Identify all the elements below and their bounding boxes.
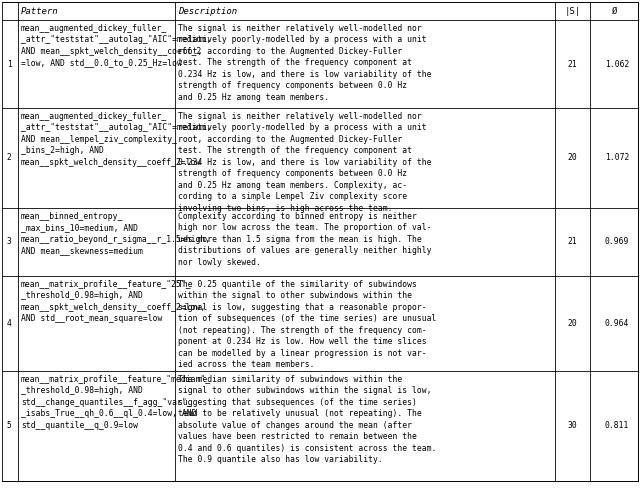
- Text: Pattern: Pattern: [21, 7, 59, 16]
- Text: mean__augmented_dickey_fuller_
_attr_"teststat"__autolag_"AIC"=medium,
AND mean_: mean__augmented_dickey_fuller_ _attr_"te…: [21, 24, 211, 67]
- Text: Complexity according to binned entropy is neither
high nor low across the team. : Complexity according to binned entropy i…: [178, 212, 431, 267]
- Text: mean__matrix_profile__feature_"median"_
_threshold_0.98=high, AND
std__change_qu: mean__matrix_profile__feature_"median"_ …: [21, 375, 211, 430]
- Text: The median similarity of subwindows within the
signal to other subwindows within: The median similarity of subwindows with…: [178, 375, 436, 464]
- Text: mean__binned_entropy_
_max_bins_10=medium, AND
mean__ratio_beyond_r_sigma__r_1.5: mean__binned_entropy_ _max_bins_10=mediu…: [21, 212, 211, 256]
- Text: The signal is neither relatively well-modelled nor
relatively poorly-modelled by: The signal is neither relatively well-mo…: [178, 112, 431, 212]
- Text: The signal is neither relatively well-modelled nor
relatively poorly-modelled by: The signal is neither relatively well-mo…: [178, 24, 431, 102]
- Text: 1: 1: [6, 60, 12, 69]
- Text: 21: 21: [568, 237, 577, 246]
- Text: 0.964: 0.964: [605, 319, 629, 328]
- Text: Description: Description: [178, 7, 237, 16]
- Text: mean__augmented_dickey_fuller_
_attr_"teststat"__autolag_"AIC"=medium,
AND mean_: mean__augmented_dickey_fuller_ _attr_"te…: [21, 112, 211, 167]
- Text: |S|: |S|: [564, 7, 580, 16]
- Text: 0.811: 0.811: [605, 421, 629, 430]
- Text: Ø: Ø: [612, 7, 618, 16]
- Text: 3: 3: [6, 237, 12, 246]
- Text: 4: 4: [6, 319, 12, 328]
- Text: The 0.25 quantile of the similarity of subwindows
within the signal to other sub: The 0.25 quantile of the similarity of s…: [178, 280, 436, 369]
- Text: 20: 20: [568, 153, 577, 162]
- Text: 30: 30: [568, 421, 577, 430]
- Text: 0.969: 0.969: [605, 237, 629, 246]
- Text: 2: 2: [6, 153, 12, 162]
- Text: 5: 5: [6, 421, 12, 430]
- Text: 20: 20: [568, 319, 577, 328]
- Text: 1.062: 1.062: [605, 60, 629, 69]
- Text: 1.072: 1.072: [605, 153, 629, 162]
- Text: mean__matrix_profile__feature_"25"_
_threshold_0.98=high, AND
mean__spkt_welch_d: mean__matrix_profile__feature_"25"_ _thr…: [21, 280, 206, 323]
- Text: 21: 21: [568, 60, 577, 69]
